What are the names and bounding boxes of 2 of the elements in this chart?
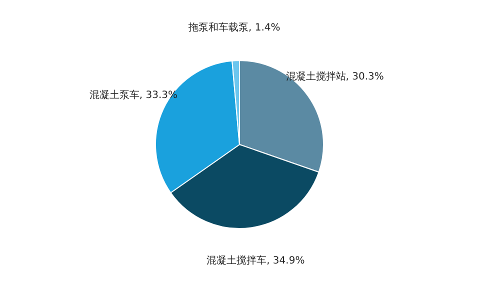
slice-label: 混凝土搅拌车, 34.9% bbox=[206, 254, 305, 266]
slice-label: 拖泵和车载泵, 1.4% bbox=[187, 22, 280, 34]
